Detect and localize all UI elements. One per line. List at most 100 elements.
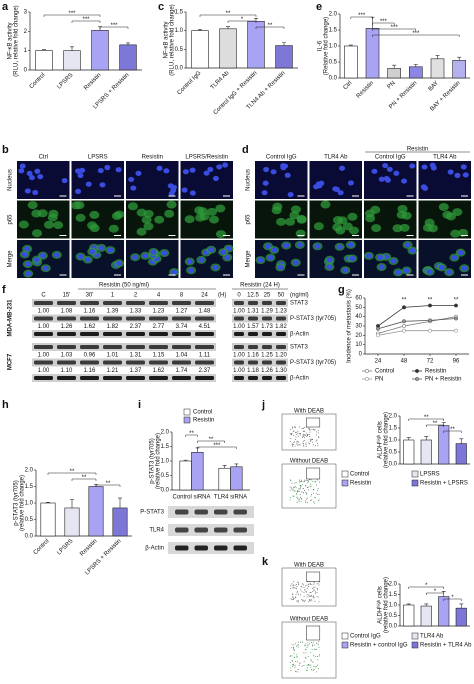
cell-cytoplasm [184,215,195,224]
flow-dot [295,432,297,434]
flow-dot [303,661,305,663]
significance-label: ** [454,298,459,304]
cell-cytoplasm [43,220,54,229]
significance-bracket [408,418,444,421]
blot-band [34,376,53,380]
flow-dot [297,445,299,447]
y-tick-label: 0.5 [389,613,398,619]
flow-dot [291,443,293,445]
cell-cytoplasm [397,204,408,213]
error-bar [118,497,122,508]
bar [119,44,137,71]
cell-cytoplasm [215,204,226,213]
bar [63,50,81,71]
error-bar [348,44,353,46]
flow-dot [293,587,295,589]
point [376,326,380,331]
quant-label: 1.15 [153,353,165,359]
y-axis-label: (Relative fold change) [324,17,330,75]
cell-nucleus [220,249,227,255]
cell-nucleus [326,264,333,270]
y-axis-label: (relative fold change) [384,577,390,633]
flow-dot [310,592,312,594]
flow-dot [301,591,303,593]
series-line [377,305,456,327]
series-line [377,318,457,330]
flow-dot [307,655,309,657]
cell-nucleus [161,250,168,256]
cell-nucleus [222,162,229,168]
legend-swatch [411,470,419,478]
flow-dot [290,437,292,439]
cell-nucleus [167,183,174,189]
flow-dot [291,599,293,601]
flow-dot [306,584,308,586]
flow-dot [315,665,317,667]
cell-cytoplasm [27,201,38,210]
flow-dot [316,439,318,441]
panel-label: g [338,284,345,296]
legend-label: Resistin [425,369,446,375]
blot-band [149,376,168,380]
flow-dot [309,427,311,429]
bar [91,30,109,71]
cell-cytoplasm [272,202,283,211]
flow-dot [316,493,318,495]
flow-dot [298,489,300,491]
cell-nucleus [296,242,303,248]
flow-dot [316,484,318,486]
flow-dot [301,491,303,493]
cell-nucleus [75,188,82,194]
point [454,328,458,333]
cell-cytoplasm [141,215,152,224]
flow-dot [299,494,301,496]
cell-nucleus [390,258,397,264]
bar [230,466,243,491]
blot-band [276,345,286,349]
flow-dot [314,502,316,504]
flow-dot [305,648,307,650]
flow-dot [299,481,301,483]
flow-dot [290,433,292,435]
blot-band [103,301,122,305]
flow-dot [300,496,302,498]
bar [409,66,423,79]
flow-dot [293,496,295,498]
bar [218,467,231,491]
blot-band [57,345,76,349]
flow-dot [305,432,307,434]
significance-label: *** [68,11,76,17]
y-tick-label: 1.5 [175,10,184,16]
flow-dot [289,479,291,481]
y-tick-label: 20 [355,333,362,339]
quant-label: 1.08 [61,309,73,315]
flow-dot [296,655,298,657]
cell-nucleus [89,249,96,255]
flow-dot [295,583,297,585]
flow-dot [307,479,309,481]
bar [455,607,467,627]
flow-dot [304,645,306,647]
flow-dot [300,589,302,591]
flow-dot [289,662,291,664]
flow-dot [298,488,300,490]
y-tick-label: 30 [355,324,362,330]
cell-nucleus [404,242,411,248]
cell-nucleus [34,168,41,174]
flow-dot [318,655,320,657]
flow-dot [301,665,303,667]
blot-band [248,332,258,336]
cell-nucleus [203,170,210,176]
significance-bracket [197,446,237,449]
cell-nucleus [347,180,354,186]
flow-dot [302,427,304,429]
flow-dot [309,595,311,597]
flow-dot [293,652,295,654]
flow-dot [302,434,304,436]
blot-band [57,376,76,380]
flow-dot [293,486,295,488]
flow-dot [301,586,303,588]
y-tick-label: 0.5 [161,473,170,479]
flow-dot [303,600,305,602]
